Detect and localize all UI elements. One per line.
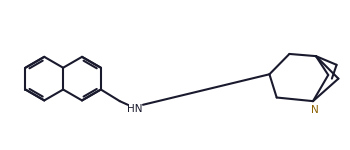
Text: HN: HN: [127, 104, 143, 114]
Text: N: N: [311, 105, 319, 115]
